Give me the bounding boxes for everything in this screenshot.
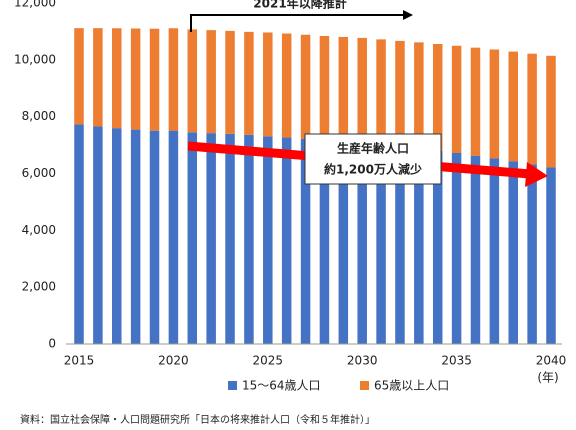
- bar-segment: [74, 124, 84, 344]
- y-tick-label: 8,000: [22, 109, 56, 123]
- legend-swatch: [360, 381, 369, 390]
- bar-segment: [263, 136, 273, 344]
- forecast-bracket: [190, 14, 404, 32]
- bar-segment: [281, 33, 292, 138]
- bar-segment: [244, 134, 254, 344]
- bar-segment: [338, 141, 349, 344]
- bar-segment: [508, 51, 518, 162]
- bar-segment: [168, 28, 179, 131]
- forecast-label: 2021年以降推計: [253, 0, 346, 11]
- x-unit: (年): [537, 371, 558, 385]
- bar-segment: [357, 37, 367, 143]
- bar-segment: [376, 39, 386, 145]
- legend-swatch: [228, 381, 237, 390]
- bar-segment: [300, 34, 311, 139]
- bar-segment: [319, 35, 330, 141]
- bar-segment: [319, 140, 330, 344]
- y-tick-label: 0: [48, 337, 56, 351]
- bar-segment: [470, 155, 481, 344]
- bar-segment: [112, 128, 122, 344]
- bar-segment: [130, 28, 141, 130]
- bar-segment: [470, 47, 481, 156]
- trend-arrow-head: [525, 162, 548, 187]
- bar-segment: [206, 30, 216, 134]
- bar-segment: [489, 49, 500, 159]
- bar-segment: [395, 40, 405, 147]
- y-tick-label: 10,000: [14, 52, 56, 66]
- bar-segment: [432, 43, 443, 151]
- bar-segment: [508, 161, 518, 344]
- bar-segment: [546, 55, 556, 168]
- bar-segment: [489, 158, 500, 344]
- bar-segment: [395, 146, 405, 344]
- bar-segment: [357, 142, 367, 344]
- x-tick-label: 2015: [64, 354, 95, 368]
- bar-segment: [112, 28, 122, 129]
- bar-segment: [451, 152, 462, 344]
- x-tick-label: 2035: [441, 354, 472, 368]
- legend-label: 15～64歳人口: [242, 379, 321, 393]
- bar-segment: [187, 132, 198, 344]
- bar-segment: [263, 32, 273, 137]
- bar-segment: [225, 30, 235, 134]
- arrow-head: [403, 10, 413, 20]
- y-tick-label: 12,000: [14, 0, 56, 10]
- bar-segment: [338, 36, 349, 142]
- x-tick-label: 2030: [347, 354, 378, 368]
- bar-segment: [244, 31, 254, 135]
- x-tick-label: 2040: [536, 354, 567, 368]
- bar-segment: [527, 53, 537, 165]
- x-tick-label: 2020: [158, 354, 189, 368]
- bar-segment: [93, 28, 103, 127]
- bar-segment: [414, 42, 424, 149]
- source: 資料：国立社会保障・人口問題研究所「日本の将来推計人口（令和５年推計）」: [20, 413, 375, 426]
- y-tick-label: 4,000: [22, 223, 56, 237]
- callout-line: 生産年齢人口: [337, 141, 409, 156]
- bar-segment: [206, 133, 216, 344]
- bar-segment: [130, 129, 141, 344]
- legend-label: 65歳以上人口: [374, 379, 449, 393]
- bar-segment: [432, 150, 443, 344]
- x-tick-label: 2025: [253, 354, 284, 368]
- bar-segment: [168, 130, 179, 344]
- bar-segment: [187, 29, 198, 133]
- bar-segment: [149, 28, 160, 131]
- bar-segment: [546, 167, 556, 344]
- bar-segment: [451, 45, 462, 153]
- bar-segment: [414, 148, 424, 344]
- bar-segment: [149, 130, 160, 344]
- bar-segment: [281, 137, 292, 344]
- y-tick-label: 2,000: [22, 280, 56, 294]
- bar-segment: [225, 133, 235, 344]
- y-tick-label: 6,000: [22, 166, 56, 180]
- bar-segment: [300, 138, 311, 344]
- callout-line: 約1,200万人減少: [324, 162, 422, 177]
- bar-segment: [74, 28, 84, 125]
- bar-segment: [93, 126, 103, 344]
- bar-segment: [376, 144, 386, 344]
- bar-segment: [527, 164, 537, 344]
- callout-box: [304, 133, 442, 185]
